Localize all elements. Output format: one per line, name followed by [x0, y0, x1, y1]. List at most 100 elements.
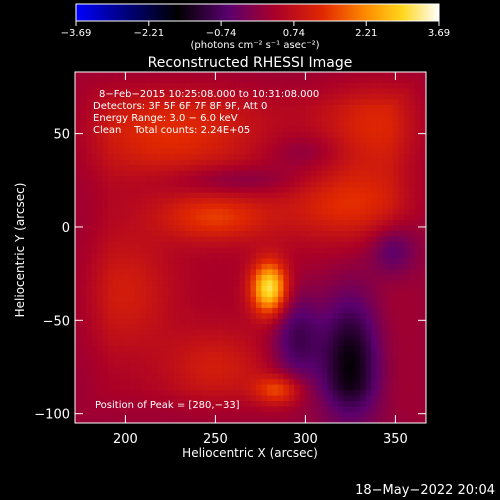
heatmap-cell — [179, 77, 186, 84]
heatmap-cell — [217, 357, 224, 364]
heatmap-cell — [277, 104, 284, 111]
heatmap-cell — [277, 165, 284, 172]
heatmap-cell — [360, 214, 367, 221]
heatmap-cell — [91, 132, 98, 139]
heatmap-cell — [316, 165, 323, 172]
heatmap-cell — [124, 203, 131, 210]
heatmap-cell — [140, 242, 147, 248]
heatmap-cell — [135, 313, 142, 320]
heatmap-cell — [316, 401, 323, 407]
heatmap-cell — [305, 379, 312, 386]
heatmap-cell — [365, 285, 372, 292]
heatmap-cell — [129, 203, 136, 210]
heatmap-cell — [415, 99, 421, 106]
heatmap-cell — [387, 346, 394, 353]
heatmap-cell — [354, 417, 361, 424]
heatmap-cell — [420, 82, 427, 89]
heatmap-cell — [321, 285, 328, 292]
heatmap-cell — [371, 307, 378, 314]
heatmap-cell — [321, 242, 328, 248]
heatmap-cell — [107, 395, 114, 402]
heatmap-cell — [107, 170, 114, 177]
heatmap-cell — [294, 126, 301, 133]
heatmap-cell — [327, 198, 334, 205]
heatmap-cell — [245, 335, 251, 342]
heatmap-cell — [157, 351, 164, 358]
heatmap-cell — [124, 176, 131, 183]
heatmap-cell — [283, 395, 290, 402]
heatmap-cell — [420, 247, 427, 254]
heatmap-cell — [393, 132, 399, 139]
heatmap-cell — [321, 176, 328, 183]
heatmap-cell — [195, 121, 202, 128]
heatmap-cell — [162, 225, 169, 232]
heatmap-cell — [179, 252, 186, 259]
heatmap-cell — [376, 406, 383, 413]
heatmap-cell — [228, 143, 235, 150]
heatmap-cell — [332, 104, 339, 111]
heatmap-cell — [75, 351, 81, 358]
heatmap-cell — [234, 285, 240, 292]
heatmap-cell — [371, 104, 378, 111]
heatmap-cell — [343, 313, 350, 320]
heatmap-cell — [239, 318, 246, 325]
heatmap-cell — [135, 148, 142, 155]
heatmap-cell — [398, 368, 405, 375]
heatmap-cell — [217, 307, 224, 314]
heatmap-cell — [85, 192, 92, 199]
heatmap-cell — [173, 148, 180, 155]
heatmap-cell — [294, 181, 301, 188]
heatmap-cell — [261, 170, 268, 177]
heatmap-cell — [140, 384, 147, 391]
heatmap-cell — [376, 357, 383, 364]
heatmap-cell — [146, 401, 153, 407]
heatmap-cell — [266, 269, 273, 276]
heatmap-cell — [124, 395, 131, 402]
heatmap-cell — [245, 209, 251, 215]
heatmap-cell — [305, 121, 312, 128]
heatmap-cell — [135, 110, 142, 117]
heatmap-cell — [212, 329, 218, 336]
heatmap-cell — [387, 395, 394, 402]
heatmap-cell — [316, 220, 323, 226]
heatmap-cell — [343, 88, 350, 95]
heatmap-cell — [129, 220, 136, 226]
heatmap-cell — [96, 280, 103, 287]
heatmap-cell — [277, 329, 284, 336]
heatmap-cell — [255, 170, 262, 177]
heatmap-cell — [212, 242, 218, 248]
heatmap-cell — [299, 77, 306, 84]
heatmap-cell — [151, 384, 158, 391]
heatmap-cell — [365, 126, 372, 133]
heatmap-cell — [255, 126, 262, 133]
heatmap-cell — [409, 302, 416, 309]
heatmap-cell — [179, 379, 186, 386]
heatmap-cell — [151, 214, 158, 221]
heatmap-cell — [360, 417, 367, 424]
heatmap-cell — [140, 373, 147, 380]
heatmap-cell — [261, 346, 268, 353]
heatmap-cell — [294, 351, 301, 358]
heatmap-cell — [294, 225, 301, 232]
heatmap-cell — [299, 335, 306, 342]
heatmap-cell — [124, 132, 131, 139]
heatmap-cell — [321, 192, 328, 199]
heatmap-cell — [140, 77, 147, 84]
heatmap-cell — [393, 302, 399, 309]
heatmap-cell — [338, 176, 345, 183]
heatmap-cell — [151, 395, 158, 402]
heatmap-cell — [354, 335, 361, 342]
heatmap-cell — [146, 417, 153, 424]
heatmap-cell — [135, 225, 142, 232]
heatmap-cell — [283, 231, 290, 237]
heatmap-cell — [96, 318, 103, 325]
heatmap-cell — [283, 104, 290, 111]
heatmap-cell — [349, 362, 356, 369]
heatmap-cell — [327, 220, 334, 226]
heatmap-cell — [146, 170, 153, 177]
heatmap-cell — [250, 346, 257, 353]
heatmap-cell — [135, 93, 142, 100]
heatmap-cell — [85, 88, 92, 95]
heatmap-cell — [255, 209, 262, 215]
heatmap-cell — [327, 93, 334, 100]
